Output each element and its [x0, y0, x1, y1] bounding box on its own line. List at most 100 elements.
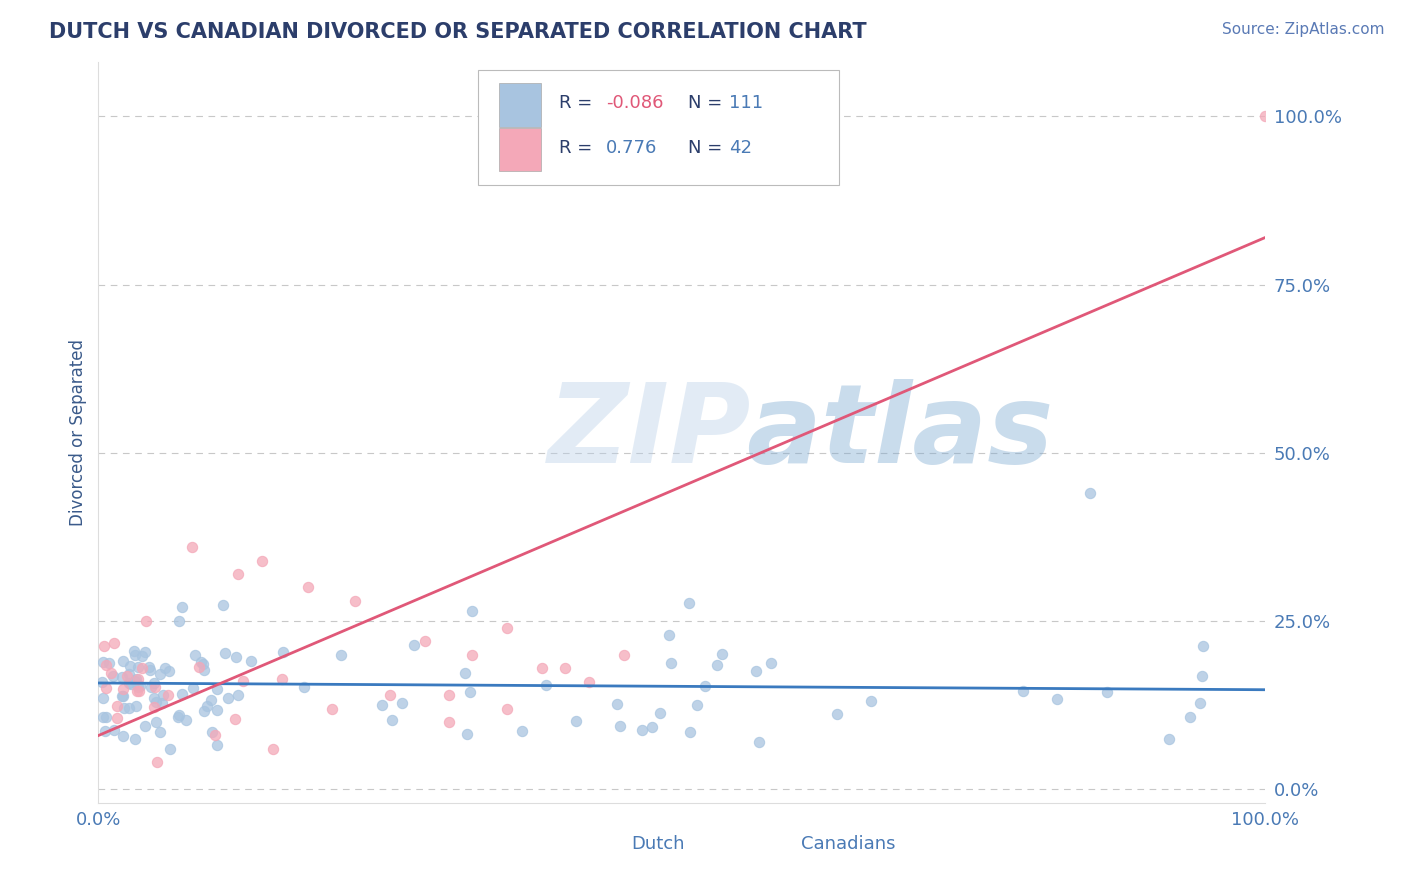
Point: [613, 648, 636, 662]
Text: atlas: atlas: [747, 379, 1053, 486]
Point: [232, 673, 254, 688]
Point: [1254, 109, 1277, 123]
Point: [217, 691, 239, 706]
Point: [124, 648, 146, 662]
Point: [134, 645, 156, 659]
Point: [461, 648, 484, 662]
Point: [631, 723, 654, 737]
Point: [225, 650, 247, 665]
Point: [111, 689, 134, 703]
Point: [226, 688, 249, 702]
Point: [94, 724, 117, 739]
Point: [98, 656, 121, 670]
Point: [1189, 696, 1212, 710]
FancyBboxPatch shape: [755, 829, 796, 860]
Point: [344, 594, 367, 608]
Point: [250, 553, 273, 567]
Point: [180, 540, 202, 554]
Point: [145, 715, 167, 730]
Point: [91, 710, 114, 724]
Point: [170, 600, 193, 615]
Point: [204, 729, 226, 743]
Point: [155, 661, 177, 675]
Text: R =: R =: [560, 138, 599, 157]
Point: [1192, 639, 1215, 653]
Point: [118, 675, 141, 690]
Point: [661, 657, 683, 671]
Point: [205, 738, 228, 752]
Point: [321, 701, 343, 715]
Point: [658, 627, 681, 641]
Y-axis label: Divorced or Separated: Divorced or Separated: [69, 339, 87, 526]
FancyBboxPatch shape: [586, 829, 626, 860]
Point: [330, 648, 353, 662]
Point: [262, 742, 284, 756]
Point: [138, 660, 160, 674]
Point: [111, 654, 134, 668]
Point: [1178, 710, 1201, 724]
Point: [120, 677, 142, 691]
Point: [127, 660, 149, 674]
Point: [112, 701, 135, 715]
Point: [609, 719, 631, 733]
Point: [679, 724, 702, 739]
Point: [530, 661, 553, 675]
Point: [381, 713, 404, 727]
Point: [146, 756, 169, 770]
Point: [111, 690, 134, 704]
Point: [297, 581, 319, 595]
Point: [111, 670, 134, 684]
Point: [413, 634, 436, 648]
Point: [124, 673, 146, 688]
Point: [93, 655, 115, 669]
Point: [112, 681, 135, 696]
Point: [606, 697, 628, 711]
Point: [167, 614, 190, 628]
FancyBboxPatch shape: [499, 128, 541, 171]
Point: [118, 667, 141, 681]
Point: [404, 639, 426, 653]
Point: [143, 675, 166, 690]
Point: [181, 681, 204, 695]
Point: [145, 695, 167, 709]
Point: [152, 688, 174, 702]
Point: [193, 663, 215, 677]
Point: [149, 666, 172, 681]
Point: [131, 648, 153, 663]
Point: [228, 566, 250, 581]
Point: [188, 660, 211, 674]
Point: [271, 672, 294, 686]
Point: [94, 681, 117, 695]
Point: [118, 659, 141, 673]
Point: [193, 705, 215, 719]
Text: Canadians: Canadians: [801, 835, 896, 854]
Text: Dutch: Dutch: [631, 835, 685, 854]
Point: [93, 640, 115, 654]
Point: [127, 680, 149, 694]
Point: [678, 596, 700, 610]
Point: [143, 700, 166, 714]
Text: N =: N =: [688, 138, 728, 157]
Point: [103, 635, 125, 649]
Point: [183, 648, 205, 662]
Point: [710, 647, 733, 661]
Point: [157, 665, 180, 679]
Point: [127, 672, 149, 686]
Point: [128, 684, 150, 698]
Point: [510, 724, 533, 739]
Point: [91, 690, 114, 705]
Point: [205, 702, 228, 716]
Point: [496, 701, 519, 715]
Point: [496, 621, 519, 635]
Point: [149, 725, 172, 739]
Point: [200, 693, 222, 707]
Point: [167, 708, 190, 723]
Point: [167, 709, 190, 723]
Point: [172, 687, 194, 701]
Point: [391, 696, 413, 710]
FancyBboxPatch shape: [478, 70, 839, 185]
Point: [685, 698, 707, 712]
Point: [224, 712, 246, 726]
Point: [460, 604, 482, 618]
Point: [125, 672, 148, 686]
